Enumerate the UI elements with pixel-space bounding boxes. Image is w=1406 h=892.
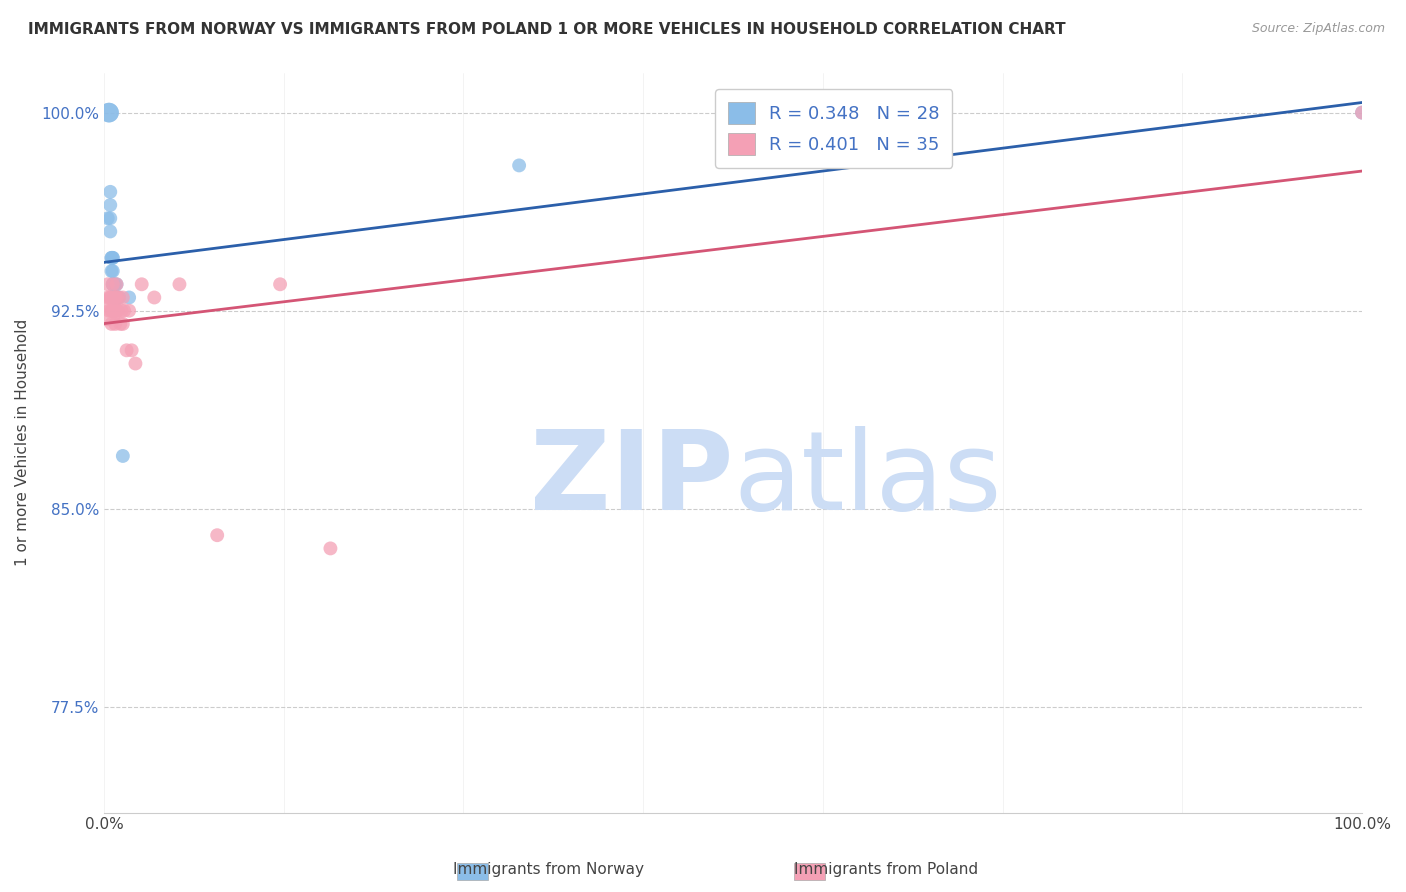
Point (508, 158, 530, 172)
Y-axis label: 1 or more Vehicles in Household: 1 or more Vehicles in Household (15, 319, 30, 566)
Point (104, 291, 127, 305)
Point (101, 277, 124, 292)
Text: atlas: atlas (733, 426, 1001, 533)
Point (98, 303, 121, 318)
Point (169, 277, 191, 292)
Point (101, 277, 124, 292)
Point (98, 211, 121, 226)
Text: Source: ZipAtlas.com: Source: ZipAtlas.com (1251, 22, 1385, 36)
Point (101, 291, 124, 305)
Point (103, 277, 125, 292)
Point (107, 303, 129, 318)
Point (131, 277, 153, 292)
Point (97, 211, 120, 226)
Point (110, 317, 132, 331)
Point (103, 291, 125, 305)
Point (118, 291, 141, 305)
Point (101, 251, 124, 265)
Point (98, 224, 121, 238)
Point (103, 291, 125, 305)
Point (118, 303, 141, 318)
Point (101, 264, 124, 278)
Point (100, 264, 122, 278)
Legend: R = 0.348   N = 28, R = 0.401   N = 35: R = 0.348 N = 28, R = 0.401 N = 35 (716, 89, 952, 168)
Point (98, 185, 121, 199)
Point (105, 277, 128, 292)
Point (108, 291, 131, 305)
Text: Immigrants from Norway: Immigrants from Norway (453, 863, 644, 877)
Point (98, 291, 121, 305)
Text: IMMIGRANTS FROM NORWAY VS IMMIGRANTS FROM POLAND 1 OR MORE VEHICLES IN HOUSEHOLD: IMMIGRANTS FROM NORWAY VS IMMIGRANTS FRO… (28, 22, 1066, 37)
Point (1351, 105, 1374, 120)
Point (121, 343, 143, 358)
Point (98, 291, 121, 305)
Text: ZIP: ZIP (530, 426, 733, 533)
Point (111, 449, 134, 463)
Text: Immigrants from Poland: Immigrants from Poland (794, 863, 977, 877)
Point (100, 251, 122, 265)
Point (103, 303, 125, 318)
Point (105, 277, 128, 292)
Point (108, 291, 131, 305)
Point (319, 541, 342, 556)
Point (105, 303, 128, 318)
Point (100, 317, 122, 331)
Point (105, 291, 128, 305)
Point (111, 317, 134, 331)
Point (107, 291, 129, 305)
Point (105, 291, 128, 305)
Point (98, 105, 121, 120)
Point (98, 105, 121, 120)
Point (104, 291, 127, 305)
Point (143, 291, 166, 305)
Point (1351, 105, 1374, 120)
Point (101, 303, 124, 318)
Point (104, 317, 127, 331)
Point (269, 277, 291, 292)
Point (115, 343, 138, 358)
Point (100, 303, 122, 318)
Point (98, 198, 121, 212)
Point (101, 277, 124, 292)
Point (97, 291, 120, 305)
Point (101, 251, 124, 265)
Point (112, 303, 135, 318)
Point (100, 251, 122, 265)
Point (96, 303, 118, 318)
Point (111, 291, 134, 305)
Point (124, 357, 146, 371)
Point (110, 303, 132, 318)
Point (205, 528, 228, 542)
Point (97, 277, 120, 292)
Point (104, 277, 127, 292)
